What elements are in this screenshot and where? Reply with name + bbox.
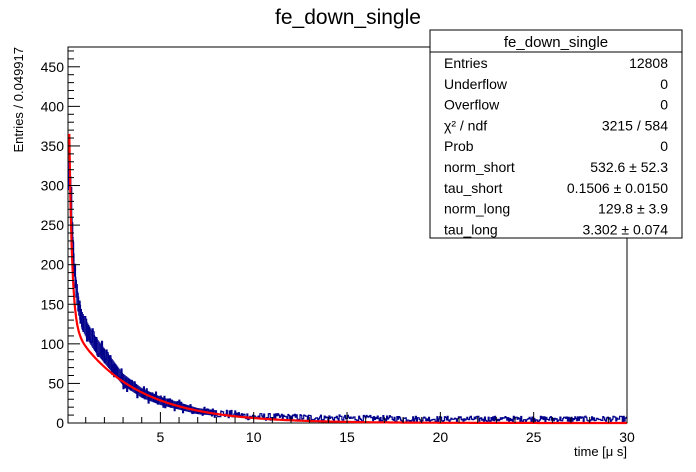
x-tick-label: 25 [526, 429, 542, 445]
y-tick-label: 450 [41, 59, 65, 75]
stats-row-value: 129.8 ± 3.9 [598, 201, 668, 217]
y-tick-label: 150 [41, 296, 65, 312]
stats-row-value: 12808 [629, 55, 668, 71]
y-tick-label: 100 [41, 336, 65, 352]
stats-row-label: Overflow [444, 97, 500, 113]
y-tick-label: 400 [41, 98, 65, 114]
stats-row-value: 0 [660, 76, 668, 92]
stats-row-label: Underflow [444, 76, 508, 92]
stats-row-label: χ² / ndf [444, 117, 487, 133]
stats-row-value: 0 [660, 138, 668, 154]
y-tick-label: 300 [41, 178, 65, 194]
stats-row-label: tau_long [444, 221, 498, 237]
y-axis-label: Entries / 0.049917 [11, 47, 26, 153]
x-tick-label: 30 [619, 429, 635, 445]
y-tick-label: 0 [56, 415, 64, 431]
stats-row-value: 0 [660, 97, 668, 113]
stats-box-title: fe_down_single [504, 34, 608, 51]
axes: 0 50 100 150 200 250 300 350 400 450 5 10 15 20 25 30 [41, 50, 635, 445]
stats-row-value: 532.6 ± 52.3 [590, 159, 668, 175]
y-tick-label: 200 [41, 257, 65, 273]
stats-row-value: 3.302 ± 0.074 [582, 221, 668, 237]
stats-row-value: 3215 / 584 [602, 117, 668, 133]
stats-row-value: 0.1506 ± 0.0150 [567, 180, 668, 196]
stats-row-label: Entries [444, 55, 488, 71]
stats-row-label: tau_short [444, 180, 502, 196]
x-axis-label: time [μ s] [574, 444, 627, 459]
y-tick-label: 50 [48, 375, 64, 391]
x-tick-label: 15 [339, 429, 355, 445]
chart-title: fe_down_single [275, 6, 421, 29]
stats-row-label: norm_long [444, 201, 510, 217]
y-tick-label: 250 [41, 217, 65, 233]
x-tick-label: 5 [156, 429, 164, 445]
stats-row-label: norm_short [444, 159, 515, 175]
x-tick-label: 20 [433, 429, 449, 445]
stats-box: fe_down_single Entries 12808 Underflow 0 Ove… [429, 29, 683, 239]
y-tick-label: 350 [41, 138, 65, 154]
x-tick-label: 10 [246, 429, 262, 445]
stats-row-label: Prob [444, 138, 474, 154]
